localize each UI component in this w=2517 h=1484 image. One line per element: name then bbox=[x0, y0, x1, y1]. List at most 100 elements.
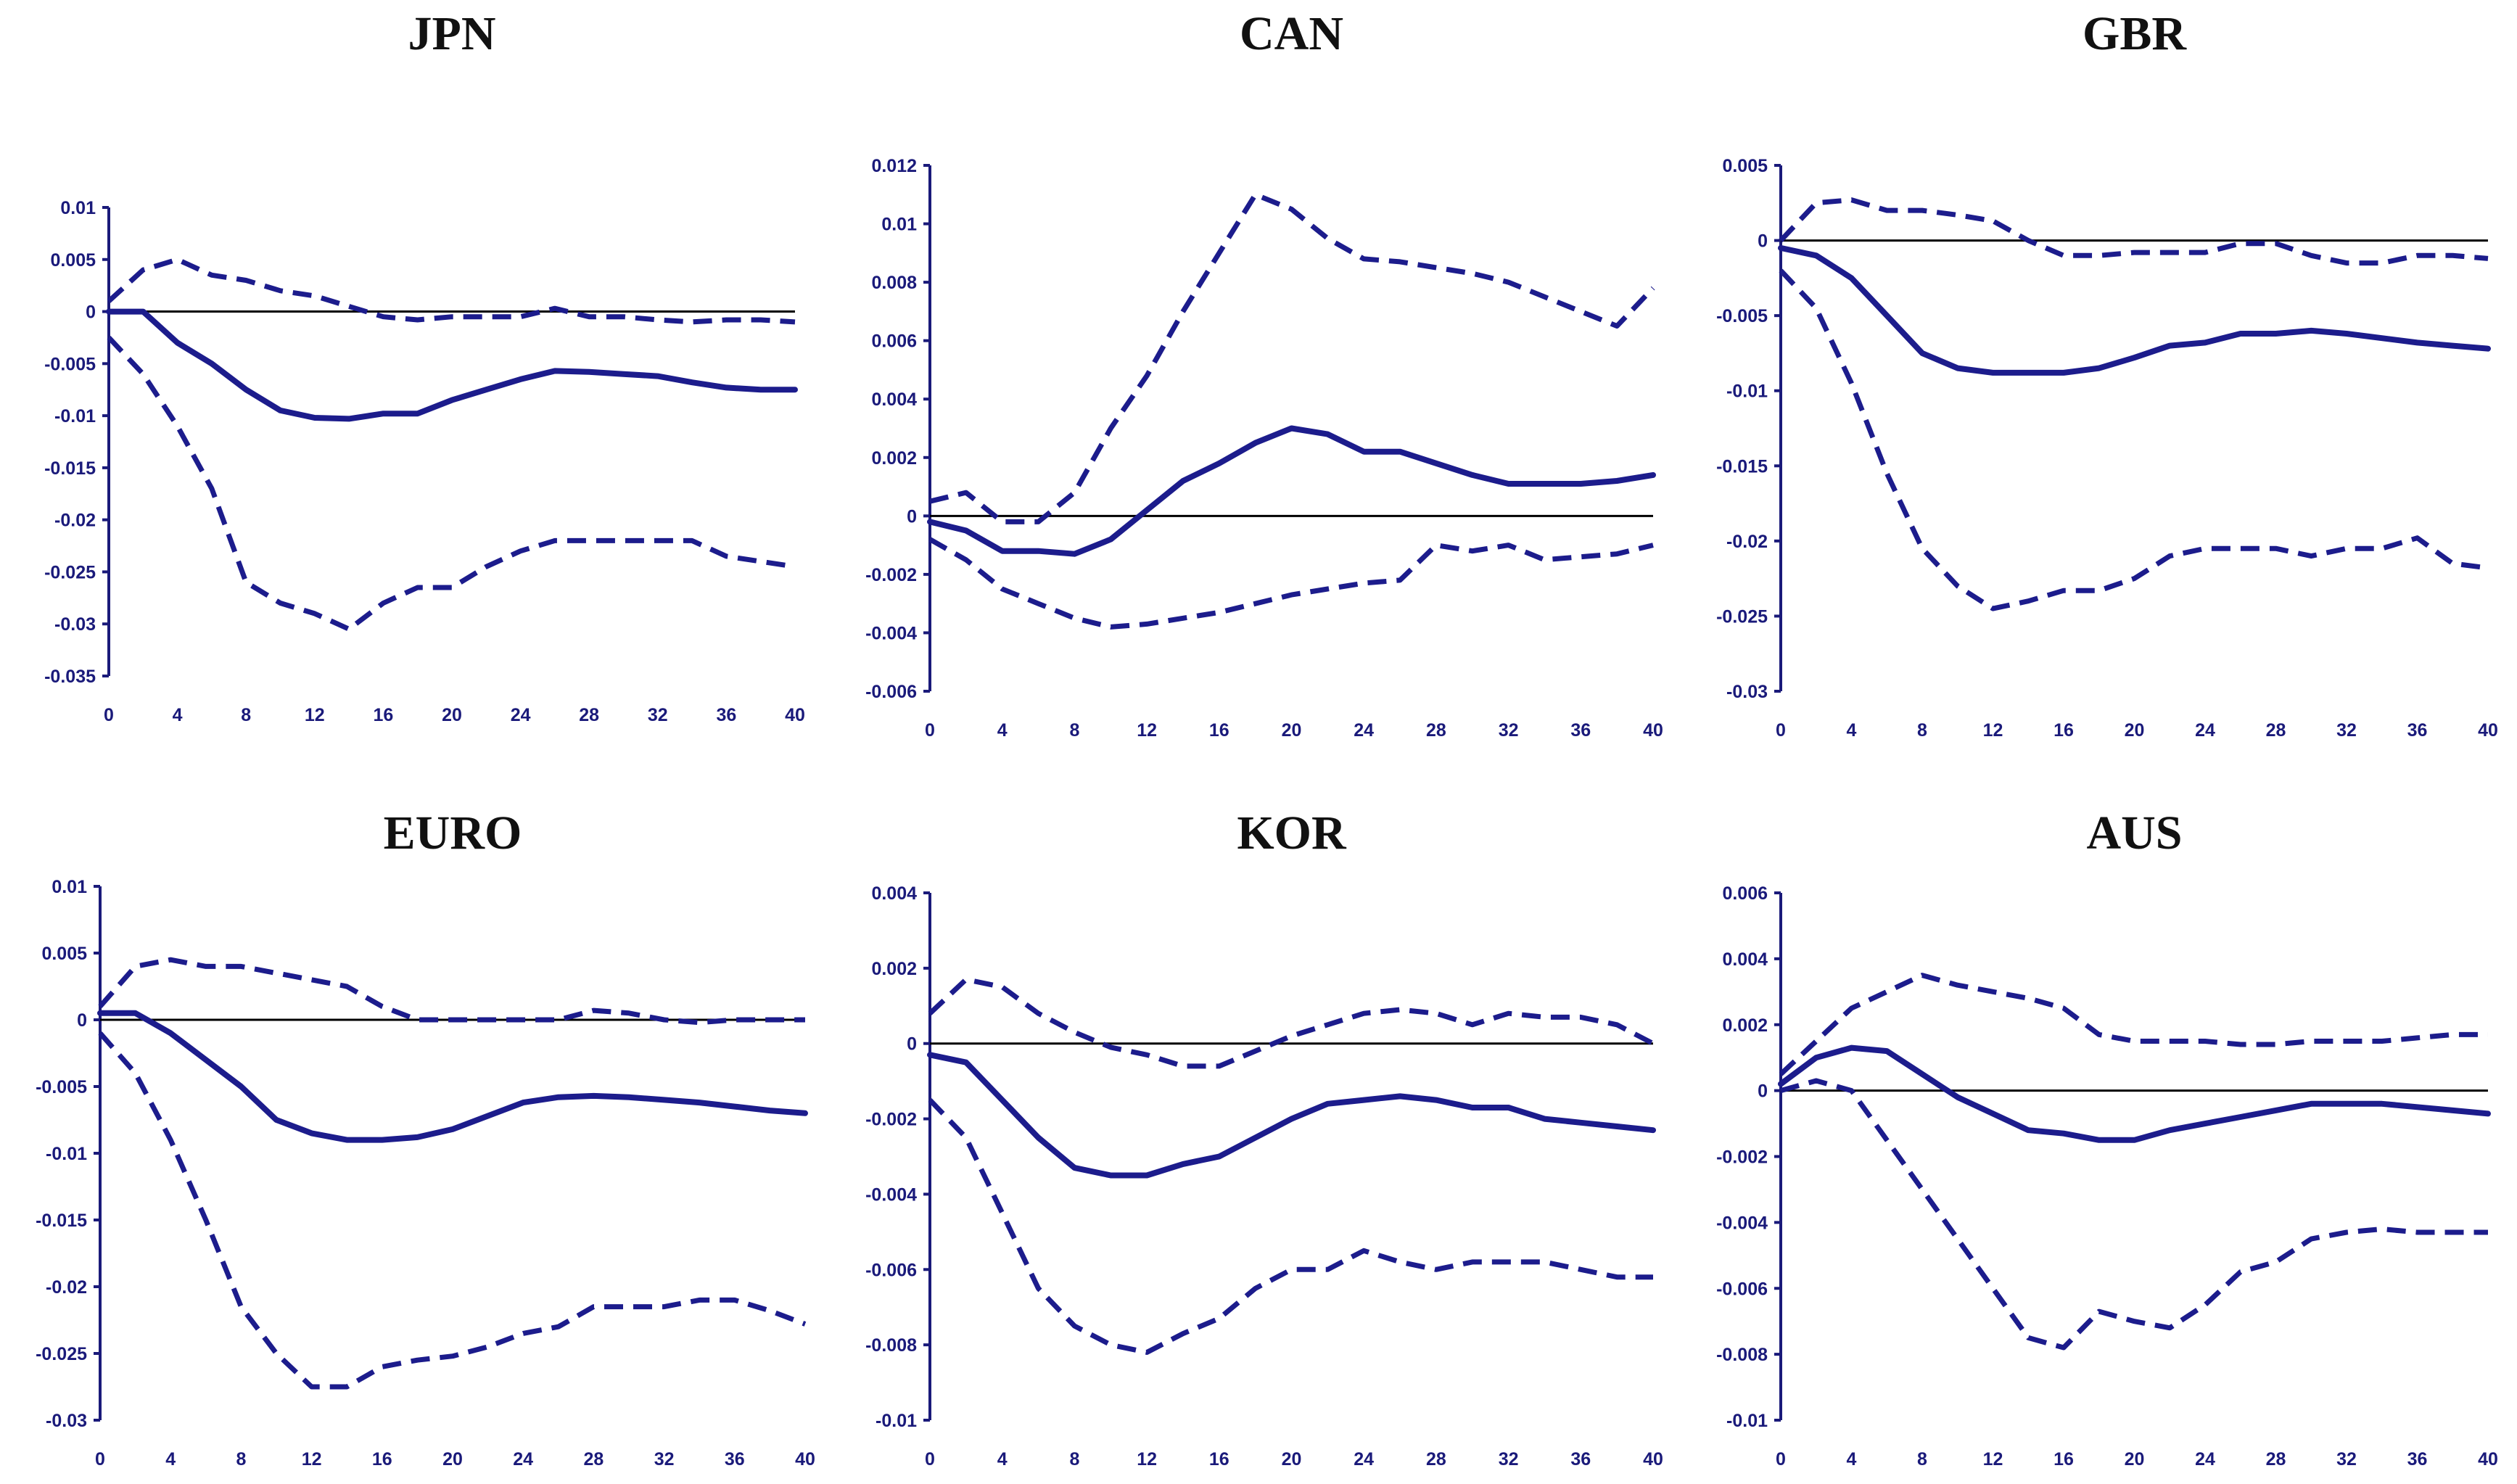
x-tick-label-euro: 32 bbox=[654, 1449, 675, 1469]
x-tick-label-kor: 4 bbox=[997, 1449, 1008, 1469]
lower-band-line-euro bbox=[98, 1031, 807, 1390]
x-tick-label-kor: 24 bbox=[1354, 1449, 1374, 1469]
y-tick-label-gbr: -0.015 bbox=[1716, 456, 1768, 477]
x-tick-label-jpn: 36 bbox=[716, 705, 736, 725]
panel-title-jpn: JPN bbox=[408, 7, 496, 60]
y-tick-label-euro: 0 bbox=[77, 1010, 87, 1031]
y-tick-label-aus: 0 bbox=[1758, 1081, 1768, 1102]
x-tick-label-aus: 0 bbox=[1776, 1449, 1786, 1469]
x-tick-label-can: 20 bbox=[1282, 720, 1302, 741]
x-tick-label-kor: 16 bbox=[1209, 1449, 1229, 1469]
irf-line-jpn bbox=[106, 308, 798, 422]
x-tick-label-euro: 20 bbox=[442, 1449, 463, 1469]
x-tick-label-gbr: 0 bbox=[1776, 720, 1786, 741]
x-tick-label-jpn: 40 bbox=[785, 705, 805, 725]
x-tick-label-euro: 36 bbox=[725, 1449, 745, 1469]
y-tick-label-kor: -0.004 bbox=[865, 1184, 917, 1205]
y-tick-label-jpn: 0 bbox=[86, 302, 96, 323]
y-tick-label-jpn: 0.005 bbox=[50, 250, 96, 271]
panel-kor: KOR 0.004 0.002 0 -0.002 -0.004 -0.006 -0.008 -0… bbox=[865, 807, 1663, 1469]
x-tick-label-gbr: 16 bbox=[2053, 720, 2074, 741]
panel-title-gbr: GBR bbox=[2083, 7, 2187, 60]
panel-title-kor: KOR bbox=[1237, 807, 1347, 860]
x-tick-label-can: 8 bbox=[1069, 720, 1079, 741]
lower-band-line-gbr bbox=[1779, 268, 2489, 611]
x-tick-label-kor: 20 bbox=[1282, 1449, 1302, 1469]
y-tick-label-euro: -0.015 bbox=[36, 1211, 87, 1231]
panel-euro: EURO 0.01 0.005 0 -0.005 -0.01 -0.015 -0.02 -0.0… bbox=[36, 807, 815, 1469]
y-tick-label-jpn: -0.03 bbox=[54, 614, 96, 635]
panel-aus: AUS 0.006 0.004 0.002 0 -0.002 -0.004 -0.006 -0.… bbox=[1716, 807, 2498, 1469]
x-tick-label-gbr: 24 bbox=[2195, 720, 2215, 741]
x-tick-label-can: 0 bbox=[925, 720, 935, 741]
x-tick-label-euro: 0 bbox=[95, 1449, 105, 1469]
y-tick-label-aus: -0.01 bbox=[1726, 1411, 1768, 1431]
panel-can: CAN 0.012 0.01 0.008 0.006 0.004 0.002 0 -0.002 -… bbox=[865, 7, 1663, 741]
irf-line-aus bbox=[1778, 1044, 2491, 1143]
x-tick-label-aus: 32 bbox=[2336, 1449, 2357, 1469]
y-tick-label-aus: 0.004 bbox=[1722, 949, 1768, 970]
x-tick-label-jpn: 4 bbox=[173, 705, 183, 725]
x-tick-label-kor: 12 bbox=[1137, 1449, 1157, 1469]
x-tick-label-kor: 8 bbox=[1069, 1449, 1079, 1469]
y-tick-label-aus: 0.006 bbox=[1722, 883, 1768, 904]
y-tick-label-euro: -0.01 bbox=[46, 1144, 87, 1164]
x-tick-label-gbr: 12 bbox=[1983, 720, 2003, 741]
y-tick-label-can: 0 bbox=[907, 506, 917, 527]
y-tick-label-aus: -0.006 bbox=[1716, 1279, 1768, 1299]
upper-band-line-aus bbox=[1779, 973, 2488, 1076]
y-tick-label-kor: 0.002 bbox=[871, 959, 917, 979]
y-tick-label-kor: 0.004 bbox=[871, 883, 917, 904]
panel-title-aus: AUS bbox=[2086, 807, 2182, 860]
x-tick-label-aus: 36 bbox=[2407, 1449, 2428, 1469]
y-tick-label-euro: -0.02 bbox=[46, 1277, 87, 1298]
lower-band-line-jpn bbox=[107, 336, 796, 632]
y-tick-label-euro: 0.01 bbox=[52, 877, 87, 897]
y-tick-label-jpn: -0.02 bbox=[54, 511, 96, 531]
upper-band-line-gbr bbox=[1779, 197, 2489, 266]
x-tick-label-euro: 12 bbox=[302, 1449, 322, 1469]
y-tick-label-gbr: -0.025 bbox=[1716, 606, 1768, 627]
x-tick-label-euro: 40 bbox=[795, 1449, 815, 1469]
y-tick-label-gbr: -0.02 bbox=[1726, 532, 1768, 552]
x-tick-label-can: 16 bbox=[1209, 720, 1229, 741]
y-tick-label-jpn: -0.025 bbox=[44, 562, 96, 582]
x-tick-label-aus: 28 bbox=[2266, 1449, 2286, 1469]
panel-gbr: GBR 0.005 0 -0.005 -0.01 -0.015 -0.02 -0.025 -0.… bbox=[1716, 7, 2498, 741]
upper-band-line-jpn bbox=[107, 257, 796, 325]
y-tick-label-kor: -0.006 bbox=[865, 1260, 917, 1280]
y-tick-label-gbr: -0.01 bbox=[1726, 382, 1768, 402]
x-tick-label-aus: 20 bbox=[2125, 1449, 2145, 1469]
x-tick-label-jpn: 12 bbox=[305, 705, 325, 725]
y-tick-label-jpn: -0.035 bbox=[44, 667, 96, 687]
x-tick-label-euro: 8 bbox=[236, 1449, 246, 1469]
y-tick-label-can: -0.002 bbox=[865, 565, 917, 585]
x-tick-label-jpn: 28 bbox=[579, 705, 599, 725]
y-tick-label-euro: -0.025 bbox=[36, 1344, 87, 1364]
irf-line-gbr bbox=[1778, 244, 2491, 376]
x-tick-label-aus: 40 bbox=[2478, 1449, 2498, 1469]
y-tick-label-euro: -0.03 bbox=[46, 1411, 87, 1431]
x-tick-label-aus: 12 bbox=[1983, 1449, 2003, 1469]
x-tick-label-jpn: 32 bbox=[648, 705, 668, 725]
x-tick-label-gbr: 4 bbox=[1847, 720, 1857, 741]
x-tick-label-euro: 16 bbox=[372, 1449, 392, 1469]
x-tick-label-gbr: 8 bbox=[1917, 720, 1927, 741]
y-tick-label-jpn: -0.005 bbox=[44, 354, 96, 374]
y-tick-label-kor: -0.01 bbox=[876, 1411, 917, 1431]
x-tick-label-jpn: 24 bbox=[511, 705, 531, 725]
y-tick-label-gbr: -0.03 bbox=[1726, 682, 1768, 702]
x-tick-label-gbr: 40 bbox=[2478, 720, 2498, 741]
y-tick-label-kor: 0 bbox=[907, 1034, 917, 1055]
y-tick-label-jpn: -0.015 bbox=[44, 458, 96, 479]
y-tick-label-gbr: 0 bbox=[1758, 231, 1768, 252]
y-tick-label-aus: -0.002 bbox=[1716, 1147, 1768, 1168]
x-tick-label-aus: 4 bbox=[1847, 1449, 1857, 1469]
lower-band-line-can bbox=[928, 537, 1654, 630]
y-tick-label-euro: 0.005 bbox=[41, 944, 87, 964]
x-tick-label-kor: 28 bbox=[1426, 1449, 1446, 1469]
y-tick-label-can: 0.01 bbox=[881, 215, 917, 235]
y-tick-label-can: 0.012 bbox=[871, 156, 917, 176]
y-tick-label-can: 0.008 bbox=[871, 273, 917, 293]
y-tick-label-can: 0.006 bbox=[871, 331, 917, 352]
